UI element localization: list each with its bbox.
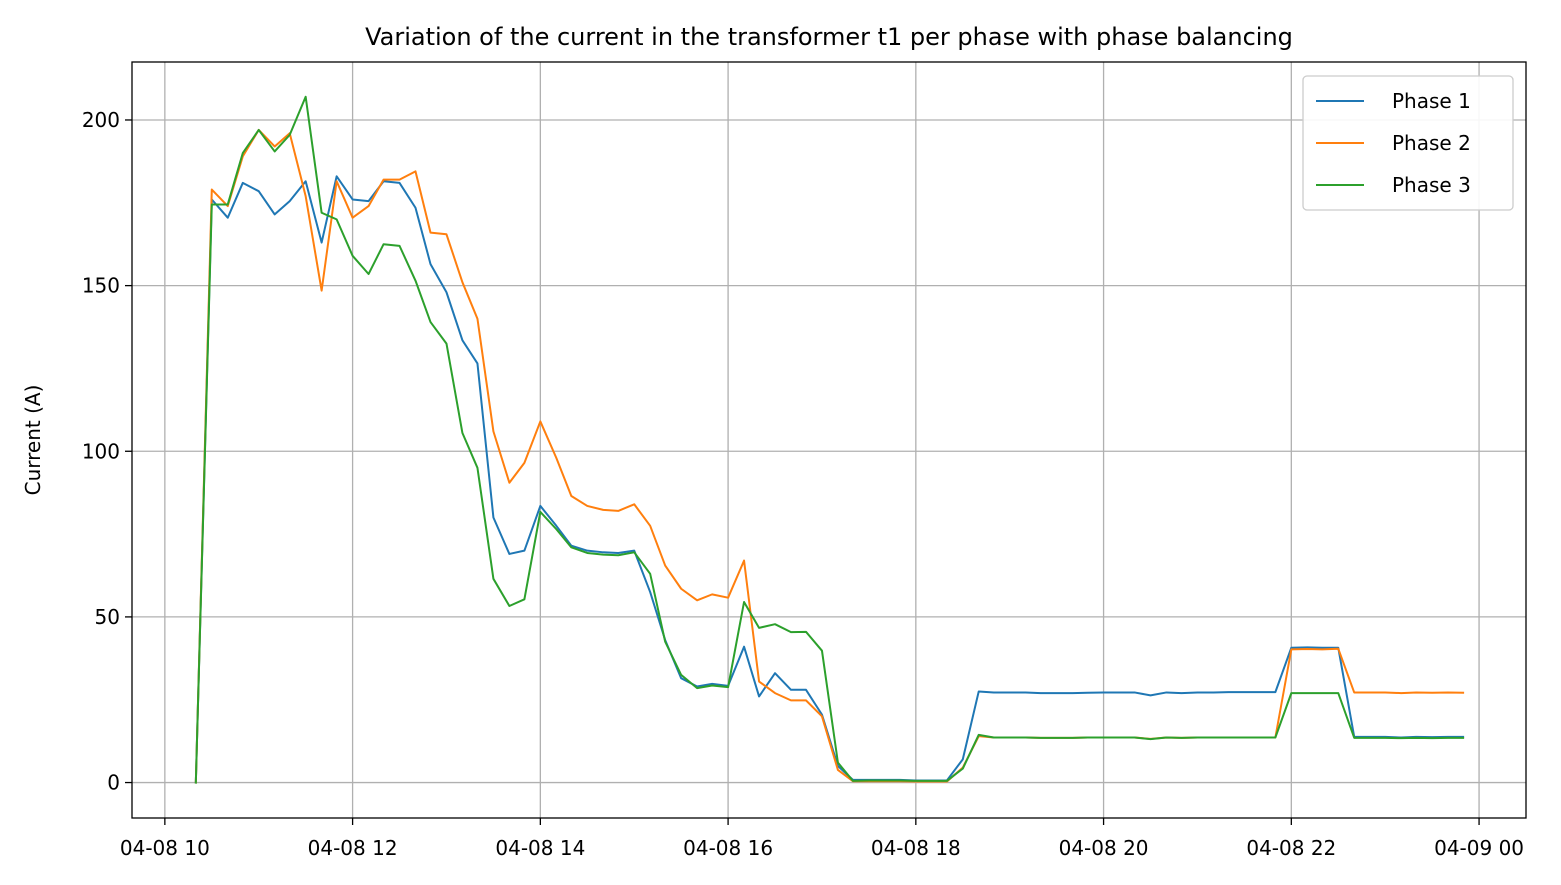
legend: Phase 1 Phase 2 Phase 3 <box>1302 75 1514 211</box>
series-line-phase-3 <box>194 95 1465 784</box>
x-tick-label: 04-08 14 <box>495 836 585 860</box>
plot-frame <box>131 61 1527 819</box>
y-axis: 0 50 100 150 200 <box>82 108 132 795</box>
legend-label: Phase 2 <box>1392 131 1471 155</box>
chart-title: Variation of the current in the transfor… <box>365 23 1293 51</box>
x-tick-label: 04-08 20 <box>1059 836 1149 860</box>
x-tick-label: 04-08 10 <box>120 836 210 860</box>
y-tick-label: 150 <box>82 274 120 298</box>
grid-lines <box>132 62 1526 818</box>
x-tick-label: 04-08 18 <box>871 836 961 860</box>
x-axis: 04-08 10 04-08 12 04-08 14 04-08 16 04-08 18… <box>120 818 1524 860</box>
y-axis-label: Current (A) <box>21 385 45 496</box>
legend-box <box>1302 75 1514 211</box>
series-lines <box>194 95 1465 784</box>
x-tick-label: 04-09 00 <box>1434 836 1524 860</box>
legend-label: Phase 1 <box>1392 89 1471 113</box>
plot-area <box>132 62 1526 818</box>
y-tick-label: 200 <box>82 108 120 132</box>
x-tick-label: 04-08 16 <box>683 836 773 860</box>
y-tick-label: 0 <box>107 771 120 795</box>
legend-label: Phase 3 <box>1392 173 1471 197</box>
y-tick-label: 100 <box>82 439 120 463</box>
x-tick-label: 04-08 22 <box>1246 836 1336 860</box>
y-tick-label: 50 <box>95 605 120 629</box>
x-tick-label: 04-08 12 <box>308 836 398 860</box>
